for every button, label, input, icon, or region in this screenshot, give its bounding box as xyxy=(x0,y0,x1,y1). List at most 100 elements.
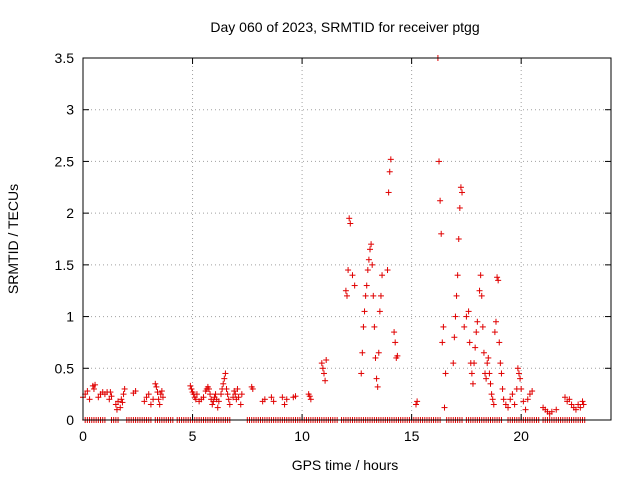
data-point xyxy=(502,401,509,408)
data-point xyxy=(450,360,457,367)
y-tick-label: 0.5 xyxy=(55,360,75,376)
data-point xyxy=(376,308,383,315)
data-point xyxy=(377,292,384,299)
data-point xyxy=(117,404,124,411)
data-point xyxy=(351,282,358,289)
data-point xyxy=(440,323,447,330)
data-point xyxy=(212,391,219,398)
data-point xyxy=(436,158,443,165)
data-point xyxy=(107,389,114,396)
data-point xyxy=(363,282,370,289)
x-tick-label: 10 xyxy=(294,428,310,444)
data-point xyxy=(358,370,365,377)
grid-lines xyxy=(83,58,611,420)
data-point xyxy=(318,360,325,367)
data-point xyxy=(579,398,586,405)
data-point xyxy=(210,398,217,405)
data-point xyxy=(472,344,479,351)
data-point xyxy=(364,267,371,274)
data-point xyxy=(522,406,529,413)
data-point xyxy=(222,370,229,377)
data-point xyxy=(368,241,375,248)
data-point xyxy=(453,292,460,299)
data-point xyxy=(218,391,225,398)
data-point xyxy=(154,389,161,396)
data-point xyxy=(261,396,268,403)
data-point xyxy=(279,394,286,401)
data-point xyxy=(112,401,119,408)
data-point xyxy=(451,334,458,341)
data-point xyxy=(466,339,473,346)
data-point xyxy=(476,287,483,294)
data-point xyxy=(480,349,487,356)
x-tick-label: 15 xyxy=(404,428,420,444)
data-point xyxy=(496,339,503,346)
data-point xyxy=(362,292,369,299)
data-point xyxy=(507,396,514,403)
data-point xyxy=(499,385,506,392)
data-point xyxy=(518,385,525,392)
data-point xyxy=(580,401,587,408)
data-point xyxy=(230,394,237,401)
chart-title: Day 060 of 2023, SRMTID for receiver ptg… xyxy=(210,19,479,35)
data-point xyxy=(307,396,314,403)
data-point xyxy=(234,385,241,392)
y-tick-label: 2 xyxy=(66,205,74,221)
data-point xyxy=(437,197,444,204)
data-point xyxy=(120,391,127,398)
data-point xyxy=(372,354,379,361)
data-point xyxy=(373,375,380,382)
data-point xyxy=(394,352,401,359)
data-point xyxy=(147,401,154,408)
data-point xyxy=(490,401,497,408)
data-point xyxy=(468,370,475,377)
data-point xyxy=(143,394,150,401)
data-point xyxy=(153,383,160,390)
data-point xyxy=(349,272,356,279)
data-point xyxy=(360,323,367,330)
data-point xyxy=(492,318,499,325)
data-point xyxy=(488,391,495,398)
data-point xyxy=(387,156,394,163)
x-tick-label: 20 xyxy=(513,428,529,444)
data-point xyxy=(577,404,584,411)
data-point xyxy=(575,401,582,408)
y-tick-label: 3 xyxy=(66,102,74,118)
data-point xyxy=(456,204,463,211)
data-point xyxy=(193,391,200,398)
data-point xyxy=(205,385,212,392)
data-point xyxy=(484,360,491,367)
data-point xyxy=(209,401,216,408)
data-point xyxy=(465,308,472,315)
data-point xyxy=(200,394,207,401)
data-point xyxy=(283,396,290,403)
y-tick-label: 3.5 xyxy=(55,50,75,66)
data-point xyxy=(223,385,230,392)
data-point xyxy=(511,401,518,408)
data-point xyxy=(572,406,579,413)
data-point xyxy=(515,370,522,377)
data-point xyxy=(95,394,102,401)
data-point xyxy=(231,388,238,395)
data-point xyxy=(365,256,372,263)
data-point xyxy=(454,272,461,279)
data-point xyxy=(106,396,113,403)
data-point xyxy=(121,385,128,392)
data-point xyxy=(471,360,478,367)
data-point xyxy=(386,168,393,175)
data-point xyxy=(505,404,512,411)
data-point xyxy=(150,396,157,403)
data-points xyxy=(80,55,587,417)
data-point xyxy=(157,391,164,398)
y-tick-label: 2.5 xyxy=(55,153,75,169)
data-point xyxy=(159,394,166,401)
x-tick-label: 0 xyxy=(79,428,87,444)
data-point xyxy=(359,349,366,356)
data-point xyxy=(452,313,459,320)
data-point xyxy=(524,396,531,403)
data-point xyxy=(392,339,399,346)
data-point xyxy=(238,391,245,398)
data-point xyxy=(345,267,352,274)
data-point xyxy=(220,380,227,387)
